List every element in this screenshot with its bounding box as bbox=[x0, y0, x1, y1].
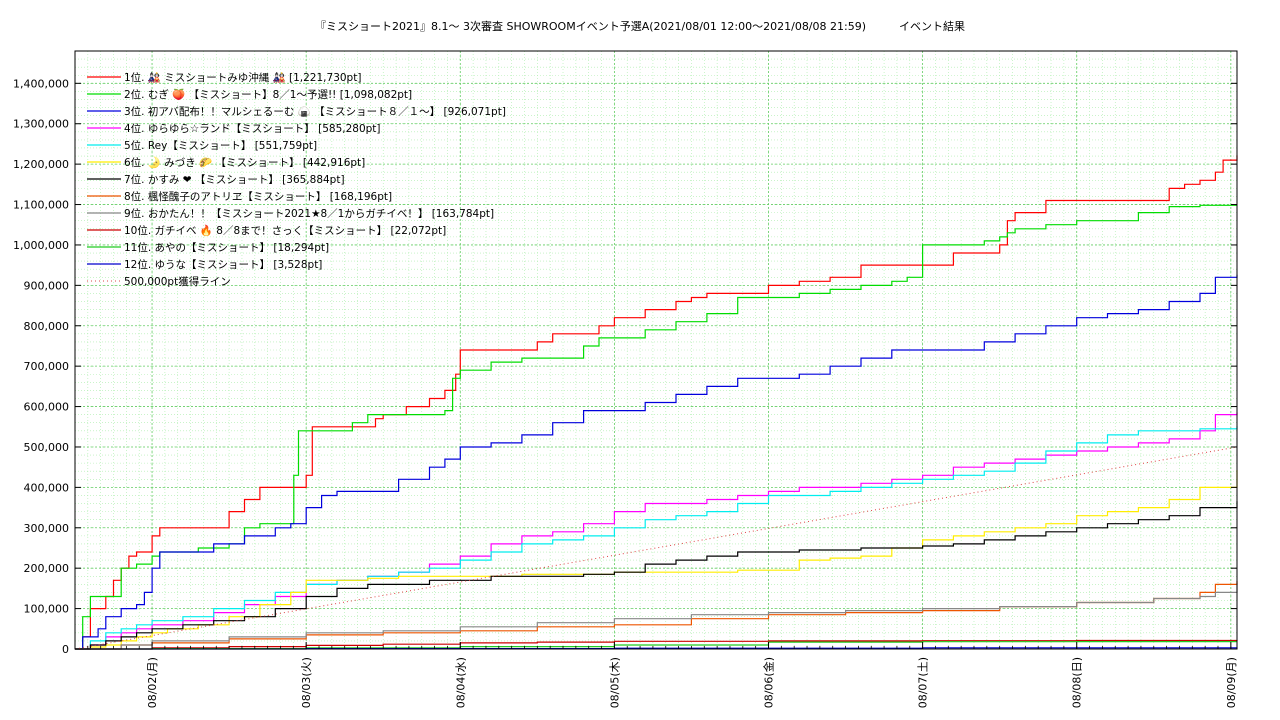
y-tick-label: 1,000,000 bbox=[13, 239, 69, 252]
y-tick-label: 100,000 bbox=[24, 603, 70, 616]
y-tick-label: 200,000 bbox=[24, 562, 70, 575]
legend-label-4: 4位. ゆらゆら☆ランド【ミスショート】 [585,280pt] bbox=[124, 122, 381, 135]
y-tick-label: 700,000 bbox=[24, 360, 70, 373]
x-tick-label: 08/08(日) bbox=[1071, 657, 1084, 708]
y-tick-label: 0 bbox=[62, 643, 69, 656]
series-line-13 bbox=[74, 446, 1238, 650]
plot-frame bbox=[74, 50, 1238, 650]
x-tick-label: 08/02(月) bbox=[146, 657, 159, 708]
legend-label-10: 10位. ガチイベ 🔥 8／8まで！さっく【ミスショート】 [22,072pt] bbox=[124, 224, 446, 237]
legend-label-2: 2位. むぎ 🍑 【ミスショート】8／1〜予選!! [1,098,082pt] bbox=[124, 88, 412, 101]
y-tick-label: 800,000 bbox=[24, 320, 70, 333]
y-tick-label: 500,000 bbox=[24, 441, 70, 454]
x-tick-label: 08/06(金) bbox=[762, 657, 776, 708]
x-tick-label: 08/09(月) bbox=[1225, 657, 1238, 708]
series-line-1 bbox=[75, 155, 1238, 650]
legend-label-12: 12位. ゆうな【ミスショート】 [3,528pt] bbox=[124, 258, 322, 271]
y-tick-label: 400,000 bbox=[24, 481, 70, 494]
legend-label-6: 6位. 🌛 みづき 🌮 【ミスショート】 [442,916pt] bbox=[124, 156, 365, 169]
y-tick-label: 600,000 bbox=[24, 401, 70, 414]
y-tick-label: 1,300,000 bbox=[13, 118, 69, 131]
y-tick-label: 900,000 bbox=[24, 279, 70, 292]
series-line-2 bbox=[75, 204, 1237, 650]
y-tick-label: 1,400,000 bbox=[13, 77, 69, 90]
x-axis: 08/02(月) 08/03(火) 08/04(水) 08/05(木) 08/06(金)… bbox=[74, 642, 1238, 708]
y-tick-label: 1,100,000 bbox=[13, 199, 69, 212]
series-line-7 bbox=[75, 501, 1238, 650]
x-tick-label: 08/03(火) bbox=[300, 657, 313, 708]
legend-label-8: 8位. 楓怪醜子のアトリヱ【ミスショート】 [168,196pt] bbox=[124, 190, 392, 203]
legend: 1位. 🎎 ミスショートみゆ沖縄 🎎 [1,221,730pt] 2位. むぎ 🍑… bbox=[87, 71, 506, 288]
series-line-3 bbox=[75, 274, 1238, 650]
y-tick-label: 1,200,000 bbox=[13, 158, 69, 171]
series-line-9 bbox=[75, 582, 1238, 650]
series-line-5 bbox=[75, 426, 1238, 650]
series-line-8 bbox=[75, 581, 1238, 650]
x-tick-label: 08/04(水) bbox=[454, 657, 467, 708]
series-line-4 bbox=[75, 412, 1238, 650]
x-tick-label: 08/05(木) bbox=[608, 657, 621, 708]
legend-label-13: 500,000pt獲得ライン bbox=[124, 275, 231, 288]
grid bbox=[74, 51, 1237, 649]
chart-title: 『ミスショート2021』8.1〜 3次審査 SHOWROOMイベント予選A(20… bbox=[315, 19, 965, 33]
legend-label-9: 9位. おかたん！！【ミスショート2021★8／1からガチイベ！】 [163,7… bbox=[124, 207, 494, 220]
legend-label-1: 1位. 🎎 ミスショートみゆ沖縄 🎎 [1,221,730pt] bbox=[124, 71, 361, 84]
legend-label-11: 11位. あやの【ミスショート】 [18,294pt] bbox=[124, 241, 329, 254]
legend-label-3: 3位. 初アバ配布！！マルシェるーむ 🍙 【ミスショート８／１〜】 [926,0… bbox=[124, 105, 506, 118]
y-tick-label: 300,000 bbox=[24, 522, 70, 535]
x-tick-label: 08/07(土) bbox=[917, 657, 930, 708]
legend-label-7: 7位. かすみ ❤ 【ミスショート】 [365,884pt] bbox=[124, 173, 345, 186]
series-line-6 bbox=[75, 470, 1238, 650]
y-axis: 0 100,000 200,000 300,000 400,000 500,000 600,… bbox=[13, 77, 1237, 656]
legend-label-5: 5位. Rey【ミスショート】 [551,759pt] bbox=[124, 139, 317, 152]
